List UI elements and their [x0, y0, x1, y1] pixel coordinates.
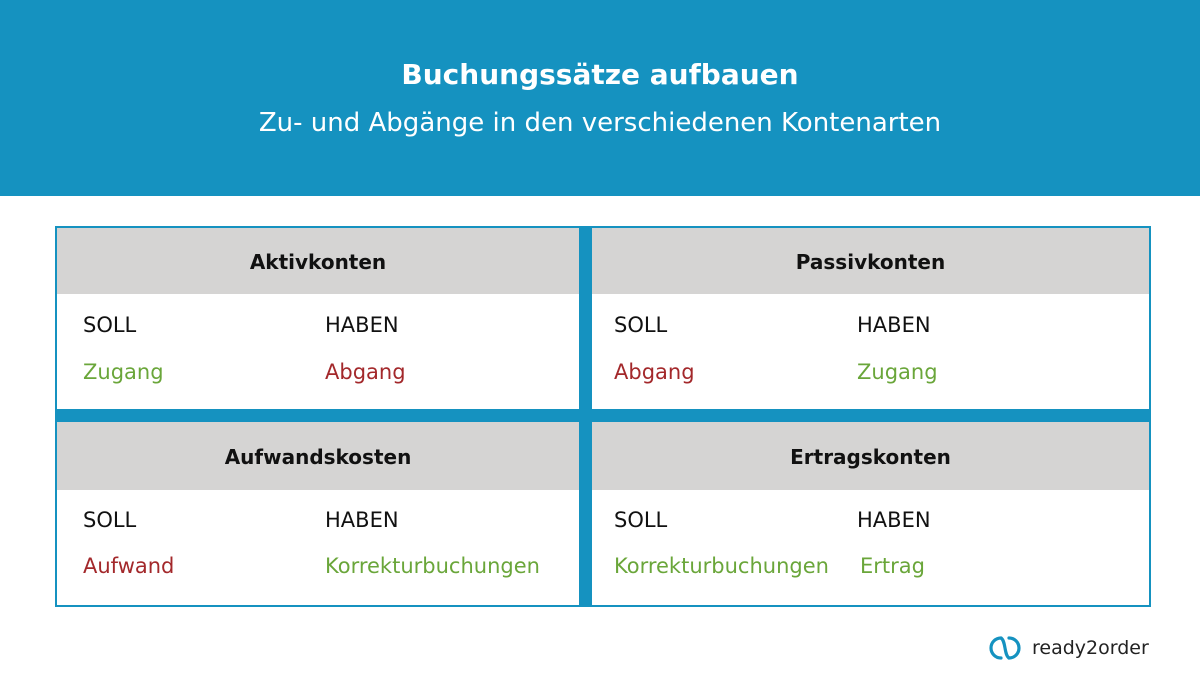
haben-value: Korrekturbuchungen	[325, 554, 540, 578]
cell-title: Aufwandskosten	[57, 422, 579, 490]
cell-aktivkonten: Aktivkonten SOLL HABEN Zugang Abgang	[57, 228, 579, 409]
account-grid: Aktivkonten SOLL HABEN Zugang Abgang Pas…	[55, 226, 1151, 607]
page-title: Buchungssätze aufbauen	[401, 58, 799, 91]
linked-rings-icon	[989, 636, 1021, 660]
header-banner: Buchungssätze aufbauen Zu- und Abgänge i…	[0, 0, 1200, 196]
cell-title: Passivkonten	[592, 228, 1149, 294]
haben-label: HABEN	[325, 313, 399, 337]
cell-ertragskonten: Ertragskonten SOLL HABEN Korrekturbuchun…	[592, 422, 1149, 605]
soll-label: SOLL	[614, 313, 668, 337]
haben-value: Ertrag	[860, 554, 925, 578]
haben-label: HABEN	[857, 508, 931, 532]
page-subtitle: Zu- und Abgänge in den verschiedenen Kon…	[258, 108, 942, 138]
cell-title: Ertragskonten	[592, 422, 1149, 490]
ready2order-logo: ready2order	[986, 633, 1149, 663]
cell-aufwandskosten: Aufwandskosten SOLL HABEN Aufwand Korrek…	[57, 422, 579, 605]
cell-title: Aktivkonten	[57, 228, 579, 294]
soll-value: Korrekturbuchungen	[614, 554, 829, 578]
soll-value: Abgang	[614, 360, 695, 384]
haben-label: HABEN	[325, 508, 399, 532]
haben-value: Abgang	[325, 360, 406, 384]
logo-text: ready2order	[1032, 637, 1149, 659]
soll-value: Aufwand	[83, 554, 175, 578]
haben-value: Zugang	[857, 360, 938, 384]
soll-value: Zugang	[83, 360, 164, 384]
soll-label: SOLL	[83, 508, 137, 532]
haben-label: HABEN	[857, 313, 931, 337]
soll-label: SOLL	[83, 313, 137, 337]
soll-label: SOLL	[614, 508, 668, 532]
cell-passivkonten: Passivkonten SOLL HABEN Abgang Zugang	[592, 228, 1149, 409]
